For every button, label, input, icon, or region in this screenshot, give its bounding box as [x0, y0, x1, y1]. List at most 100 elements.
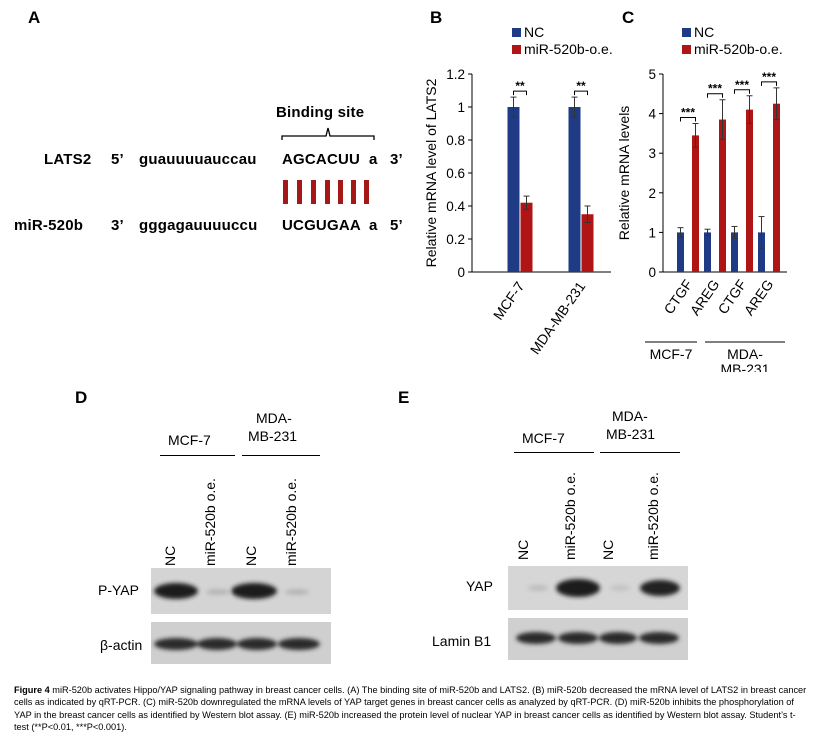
significance-bracket	[761, 81, 777, 86]
e-group-mda-line1: MDA-	[612, 408, 648, 424]
legend-swatch-nc	[512, 28, 521, 37]
mir-seq-tail: a	[369, 217, 378, 234]
d-group2-line	[242, 455, 320, 456]
x-tick-label: AREG	[687, 277, 723, 319]
d-group-mcf7: MCF-7	[168, 432, 211, 448]
significance-label: **	[515, 79, 525, 93]
legend-label-nc: NC	[524, 24, 544, 40]
mir-3prime: 3’	[111, 217, 124, 234]
bar-nc	[568, 107, 581, 272]
legend-label-oe: miR-520b-o.e.	[524, 41, 613, 57]
y-axis-label: Relative mRNA levels	[616, 106, 632, 241]
e-lane-4: miR-520b o.e.	[645, 472, 661, 560]
legend-label-nc: NC	[694, 24, 714, 40]
significance-bracket	[707, 93, 723, 98]
bar-oe	[746, 109, 753, 272]
y-tick-label: 1	[457, 100, 465, 115]
significance-bracket	[574, 90, 588, 96]
lats2-5prime: 5’	[111, 151, 124, 168]
y-axis-label: Relative mRNA level of LATS2	[423, 78, 439, 267]
significance-label: **	[576, 79, 586, 93]
legend-swatch-oe	[512, 45, 521, 54]
panel-label-c: C	[622, 8, 635, 27]
c-group-mcf7: MCF-7	[650, 346, 693, 362]
panel-label-d: D	[75, 388, 88, 407]
d-group1-line	[160, 455, 235, 456]
e-lane-1: NC	[515, 539, 531, 560]
d-lane-4: miR-520b o.e.	[283, 478, 299, 566]
d-lane-2: miR-520b o.e.	[202, 478, 218, 566]
binding-site-label: Binding site	[276, 104, 365, 121]
x-tick-label: MCF-7	[490, 278, 528, 322]
d-group-mda-line1: MDA-	[256, 410, 292, 426]
e-group-mcf7: MCF-7	[522, 430, 565, 446]
e-blot-image	[508, 566, 688, 660]
legend-label-oe: miR-520b-o.e.	[694, 41, 783, 57]
base-pair-bars	[283, 180, 369, 204]
d-row-pyap: P-YAP	[98, 582, 139, 598]
d-group-mda-line2: MB-231	[248, 428, 298, 444]
legend-swatch-nc	[682, 28, 691, 37]
e-group2-line	[600, 452, 680, 453]
mir520b-label: miR-520b	[14, 217, 84, 234]
d-lane-1: NC	[162, 545, 178, 566]
bar-oe	[719, 119, 726, 272]
y-tick-label: 0.2	[446, 232, 465, 247]
panel-label-a: A	[28, 8, 41, 27]
significance-label: ***	[735, 78, 749, 92]
e-row-yap: YAP	[466, 578, 493, 594]
panel-label-e: E	[398, 388, 410, 407]
bar-nc	[677, 232, 684, 272]
binding-site-brace	[281, 127, 375, 140]
significance-label: ***	[681, 106, 695, 120]
y-tick-label: 0.6	[446, 166, 465, 181]
lats2-label: LATS2	[44, 151, 92, 168]
d-row-bactin: β-actin	[100, 637, 143, 653]
bar-nc	[758, 232, 765, 272]
y-tick-label: 5	[648, 67, 656, 82]
significance-label: ***	[708, 82, 722, 96]
bar-nc	[507, 107, 520, 272]
bar-nc	[704, 232, 711, 272]
legend-swatch-oe	[682, 45, 691, 54]
c-group-mda-line1: MDA-	[727, 346, 763, 362]
e-group1-line	[514, 452, 594, 453]
d-lane-3: NC	[243, 545, 259, 566]
y-tick-label: 4	[648, 107, 656, 122]
caption-text: miR-520b activates Hippo/YAP signaling p…	[14, 685, 807, 733]
mir-seq-lower: gggagauuuuccu	[139, 217, 258, 234]
c-group-mda-line2: MB-231	[720, 361, 769, 372]
bar-oe	[520, 202, 533, 272]
x-tick-label: AREG	[741, 277, 777, 319]
bar-nc	[731, 232, 738, 272]
y-tick-label: 3	[648, 146, 656, 161]
lats2-3prime: 3’	[390, 151, 403, 168]
lats2-seq-seed: AGCACUU	[282, 151, 361, 168]
significance-label: ***	[762, 70, 776, 84]
d-blot-image	[151, 568, 331, 664]
mir-5prime: 5’	[390, 217, 403, 234]
y-tick-label: 1	[648, 225, 656, 240]
significance-bracket	[680, 117, 696, 122]
panel-label-b: B	[430, 8, 443, 27]
y-tick-label: 0	[648, 265, 656, 280]
lats2-seq-tail: a	[369, 151, 378, 168]
mir-seq-seed: UCGUGAA	[282, 217, 361, 234]
lats2-seq-lower: guauuuuauccau	[139, 151, 257, 168]
y-tick-label: 1.2	[446, 67, 465, 82]
bar-oe	[773, 103, 780, 272]
e-group-mda-line2: MB-231	[606, 426, 656, 442]
y-tick-label: 2	[648, 186, 656, 201]
e-lane-3: NC	[600, 539, 616, 560]
bar-oe	[692, 135, 699, 272]
bar-oe	[581, 214, 594, 272]
y-tick-label: 0	[457, 265, 465, 280]
caption-lead: Figure 4	[14, 685, 50, 695]
x-tick-label: MDA-MB-231	[527, 278, 589, 357]
figure-caption: Figure 4 miR-520b activates Hippo/YAP si…	[14, 684, 808, 734]
y-tick-label: 0.4	[446, 199, 465, 214]
significance-bracket	[513, 90, 527, 96]
y-tick-label: 0.8	[446, 133, 465, 148]
